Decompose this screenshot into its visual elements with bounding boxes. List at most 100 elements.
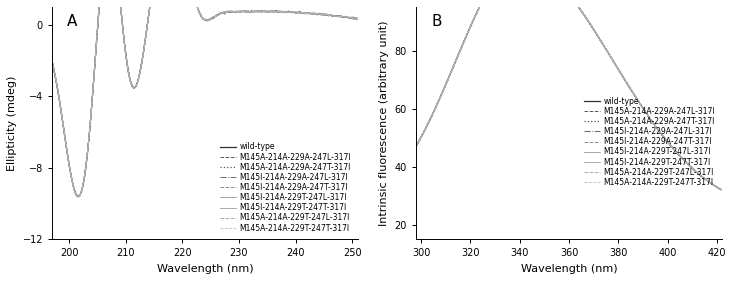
M145I-214A-229A-247T-317I xyxy=(253,10,262,13)
M145A-214A-229T-247T-317I xyxy=(412,144,421,148)
M145A-214A-229A-247T-317I xyxy=(642,113,651,116)
M145A-214A-229A-247L-317I xyxy=(718,188,727,192)
M145A-214A-229A-247L-317I xyxy=(354,17,363,20)
M145I-214A-229A-247L-317I xyxy=(466,26,475,29)
M145A-214A-229A-247T-317I xyxy=(127,82,136,85)
M145I-214A-229A-247L-317I xyxy=(279,10,288,13)
M145A-214A-229T-247T-317I xyxy=(127,83,136,86)
M145I-214A-229A-247T-317I xyxy=(617,72,625,75)
M145I-214A-229T-247T-317I xyxy=(592,33,601,36)
M145I-214A-229A-247L-317I xyxy=(127,82,136,85)
M145I-214A-229T-247T-317I xyxy=(617,72,625,75)
M145A-214A-229A-247L-317I xyxy=(412,144,421,148)
Line: M145A-214A-229T-247T-317I: M145A-214A-229T-247T-317I xyxy=(416,0,722,190)
M145I-214A-229T-247T-317I xyxy=(127,81,136,85)
wild-type xyxy=(127,82,136,85)
M145I-214A-229A-247L-317I xyxy=(617,72,625,75)
M145A-214A-229T-247L-317I xyxy=(253,10,262,13)
Line: M145I-214A-229T-247L-317I: M145I-214A-229T-247L-317I xyxy=(52,0,358,197)
M145A-214A-229T-247L-317I xyxy=(412,144,421,148)
M145I-214A-229A-247L-317I xyxy=(73,194,82,198)
Line: M145I-214A-229T-247T-317I: M145I-214A-229T-247T-317I xyxy=(52,0,358,196)
Line: M145A-214A-229T-247L-317I: M145A-214A-229T-247L-317I xyxy=(52,0,358,196)
Y-axis label: Intrinsic fluorescence (arbitrary unit): Intrinsic fluorescence (arbitrary unit) xyxy=(379,21,389,226)
M145I-214A-229T-247T-317I xyxy=(279,10,288,13)
M145I-214A-229A-247L-317I xyxy=(718,189,727,192)
wild-type xyxy=(466,25,475,29)
wild-type xyxy=(73,195,82,198)
M145I-214A-229T-247T-317I xyxy=(412,144,421,148)
X-axis label: Wavelength (nm): Wavelength (nm) xyxy=(156,264,253,274)
M145I-214A-229A-247L-317I xyxy=(412,144,421,148)
wild-type xyxy=(253,10,262,13)
M145A-214A-229T-247L-317I xyxy=(73,194,82,198)
M145A-214A-229T-247L-317I xyxy=(229,11,238,14)
M145A-214A-229T-247L-317I xyxy=(718,188,727,191)
M145I-214A-229A-247T-317I xyxy=(74,195,83,198)
wild-type xyxy=(354,17,363,21)
Text: A: A xyxy=(68,14,78,29)
M145A-214A-229T-247T-317I xyxy=(354,18,363,21)
M145I-214A-229T-247L-317I xyxy=(127,81,136,85)
M145I-214A-229T-247L-317I xyxy=(718,188,727,192)
M145A-214A-229T-247T-317I xyxy=(617,72,625,75)
M145I-214A-229T-247T-317I xyxy=(718,189,727,192)
M145I-214A-229T-247T-317I xyxy=(466,26,475,29)
M145A-214A-229A-247T-317I xyxy=(354,18,363,22)
M145I-214A-229T-247T-317I xyxy=(253,10,262,13)
Legend: wild-type, M145A-214A-229A-247L-317I, M145A-214A-229A-247T-317I, M145I-214A-229A: wild-type, M145A-214A-229A-247L-317I, M1… xyxy=(581,94,718,190)
M145A-214A-229A-247L-317I xyxy=(229,10,238,13)
M145A-214A-229T-247L-317I xyxy=(127,81,136,85)
wild-type xyxy=(592,33,601,36)
M145I-214A-229A-247T-317I xyxy=(354,18,363,21)
M145A-214A-229A-247L-317I xyxy=(48,59,57,63)
Line: M145I-214A-229A-247T-317I: M145I-214A-229A-247T-317I xyxy=(416,0,722,190)
M145A-214A-229A-247T-317I xyxy=(466,25,475,29)
M145A-214A-229A-247T-317I xyxy=(592,33,601,36)
M145I-214A-229A-247T-317I xyxy=(48,60,57,63)
M145I-214A-229T-247T-317I xyxy=(229,10,238,13)
M145I-214A-229A-247T-317I xyxy=(127,81,136,85)
M145A-214A-229A-247L-317I xyxy=(127,81,136,85)
M145I-214A-229A-247T-317I xyxy=(412,145,421,148)
Line: M145I-214A-229A-247L-317I: M145I-214A-229A-247L-317I xyxy=(416,0,722,190)
M145I-214A-229A-247T-317I xyxy=(592,33,601,37)
M145I-214A-229A-247T-317I xyxy=(642,112,651,116)
Line: M145I-214A-229A-247L-317I: M145I-214A-229A-247L-317I xyxy=(52,0,358,196)
Line: wild-type: wild-type xyxy=(416,0,722,190)
M145I-214A-229A-247L-317I xyxy=(592,33,601,37)
M145I-214A-229T-247L-317I xyxy=(642,112,651,115)
wild-type xyxy=(412,144,421,148)
M145A-214A-229T-247T-317I xyxy=(718,189,727,192)
M145A-214A-229T-247T-317I xyxy=(279,10,288,14)
Line: M145I-214A-229T-247T-317I: M145I-214A-229T-247T-317I xyxy=(416,0,722,190)
M145I-214A-229T-247L-317I xyxy=(74,195,83,198)
M145A-214A-229T-247L-317I xyxy=(642,112,651,115)
M145A-214A-229A-247T-317I xyxy=(253,10,262,13)
M145I-214A-229T-247T-317I xyxy=(73,195,82,198)
M145I-214A-229T-247T-317I xyxy=(48,59,57,63)
M145A-214A-229A-247L-317I xyxy=(617,72,625,75)
M145A-214A-229T-247T-317I xyxy=(642,112,651,116)
M145A-214A-229A-247L-317I xyxy=(592,33,601,37)
Text: B: B xyxy=(432,14,442,29)
M145I-214A-229A-247L-317I xyxy=(354,17,363,21)
M145I-214A-229T-247L-317I xyxy=(229,10,238,13)
wild-type xyxy=(718,189,727,192)
M145A-214A-229A-247T-317I xyxy=(73,195,82,198)
M145A-214A-229T-247T-317I xyxy=(466,25,475,28)
Line: M145I-214A-229T-247L-317I: M145I-214A-229T-247L-317I xyxy=(416,0,722,190)
Line: M145A-214A-229T-247L-317I: M145A-214A-229T-247L-317I xyxy=(416,0,722,190)
Line: M145A-214A-229A-247L-317I: M145A-214A-229A-247L-317I xyxy=(416,0,722,190)
M145A-214A-229A-247L-317I xyxy=(74,195,83,198)
M145A-214A-229T-247L-317I xyxy=(279,10,288,14)
M145A-214A-229A-247T-317I xyxy=(48,60,57,64)
M145A-214A-229T-247T-317I xyxy=(592,33,601,36)
M145A-214A-229T-247T-317I xyxy=(48,59,57,63)
Legend: wild-type, M145A-214A-229A-247L-317I, M145A-214A-229A-247T-317I, M145I-214A-229A: wild-type, M145A-214A-229A-247L-317I, M1… xyxy=(217,139,354,236)
M145I-214A-229A-247T-317I xyxy=(466,25,475,28)
M145I-214A-229T-247L-317I xyxy=(48,59,57,62)
M145I-214A-229T-247L-317I xyxy=(279,10,288,14)
M145A-214A-229T-247L-317I xyxy=(617,72,625,75)
M145I-214A-229T-247L-317I xyxy=(617,72,625,76)
